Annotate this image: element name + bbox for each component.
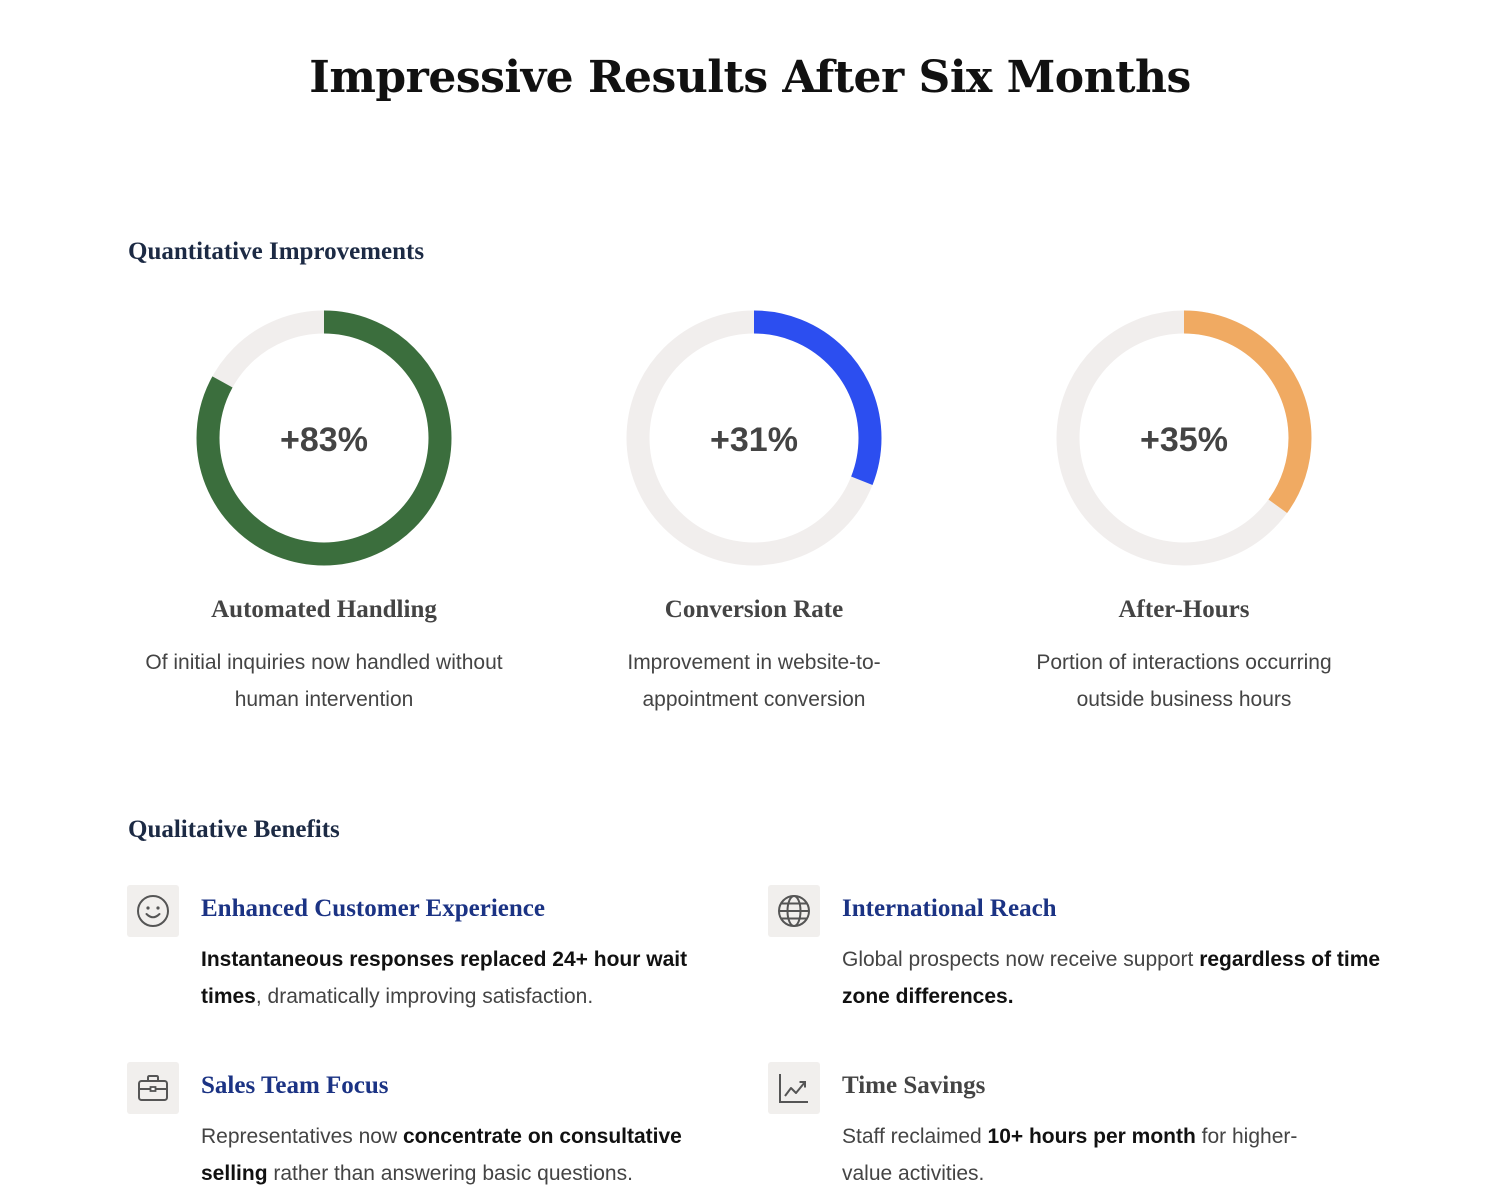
- briefcase-icon: [138, 1075, 168, 1101]
- metric-value: +35%: [1140, 421, 1228, 459]
- benefit-description-end: rather than answering basic questions.: [267, 1162, 633, 1185]
- benefit-description-start: Global prospects now receive support: [842, 948, 1200, 971]
- benefit-description-end: for higher-value activities.: [842, 1125, 1298, 1185]
- metric-title: After-Hours: [1118, 596, 1250, 623]
- metric-description: Portion of interactions occurring outsid…: [1036, 651, 1332, 711]
- benefit-icon-box: [768, 1062, 820, 1114]
- metric-after-hours: +35% After-Hours Portion of interactions…: [984, 310, 1384, 718]
- donut-chart-automated-handling: +83%: [196, 310, 452, 566]
- donut-arc-after-hours: [1056, 310, 1312, 566]
- benefit-icon-box: [127, 885, 179, 937]
- benefit-description-start: Representatives now: [201, 1125, 403, 1148]
- donut-chart-after-hours: +35%: [1056, 310, 1312, 566]
- benefit-description-bold: concentrate on consultative selling: [201, 1125, 682, 1185]
- metric-value: +83%: [280, 421, 368, 459]
- metric-value: +31%: [710, 421, 798, 459]
- benefit-description: Staff reclaimed 10+ hours per month for …: [842, 1118, 1342, 1192]
- benefit-description: Global prospects now receive support reg…: [842, 941, 1382, 1015]
- metric-conversion-rate: +31% Conversion Rate Improvement in webs…: [554, 310, 954, 718]
- benefit-icon-box: [768, 885, 820, 937]
- benefit-description-bold: Instantaneous responses replaced 24+ hou…: [201, 948, 688, 1008]
- benefit-description: Representatives now concentrate on consu…: [201, 1118, 721, 1192]
- benefit-description-end: , dramatically improving satisfaction.: [255, 985, 594, 1008]
- donut-chart-conversion-rate: +31%: [626, 310, 882, 566]
- smile-icon: [137, 895, 169, 927]
- metric-description: Improvement in website-to-appointment co…: [627, 651, 881, 711]
- metric-title: Conversion Rate: [664, 596, 844, 623]
- globe-icon: [778, 895, 810, 927]
- metric-title: Automated Handling: [211, 596, 437, 623]
- metric-automated-handling: +83% Automated Handling Of initial inqui…: [124, 310, 524, 718]
- benefit-icon-box: [127, 1062, 179, 1114]
- benefit-title: Sales Team Focus: [201, 1072, 389, 1099]
- quantitative-heading: Quantitative Improvements: [128, 238, 425, 265]
- benefit-title: Time Savings: [842, 1072, 986, 1099]
- benefit-description: Instantaneous responses replaced 24+ hou…: [201, 941, 721, 1015]
- benefit-title: International Reach: [842, 895, 1057, 922]
- qualitative-heading: Qualitative Benefits: [128, 816, 340, 843]
- benefit-title: Enhanced Customer Experience: [201, 895, 545, 922]
- donut-arc-conversion-rate: [626, 310, 882, 566]
- benefit-description-start: Staff reclaimed: [842, 1125, 988, 1148]
- trending-up-icon: [779, 1074, 808, 1103]
- donut-arc-automated-handling: [196, 310, 452, 566]
- page-title: Impressive Results After Six Months: [309, 52, 1191, 103]
- metric-description: Of initial inquiries now handled without…: [145, 651, 503, 711]
- benefit-description-bold: 10+ hours per month: [987, 1125, 1196, 1148]
- benefit-description-bold: regardless of time zone differences.: [842, 948, 1381, 1008]
